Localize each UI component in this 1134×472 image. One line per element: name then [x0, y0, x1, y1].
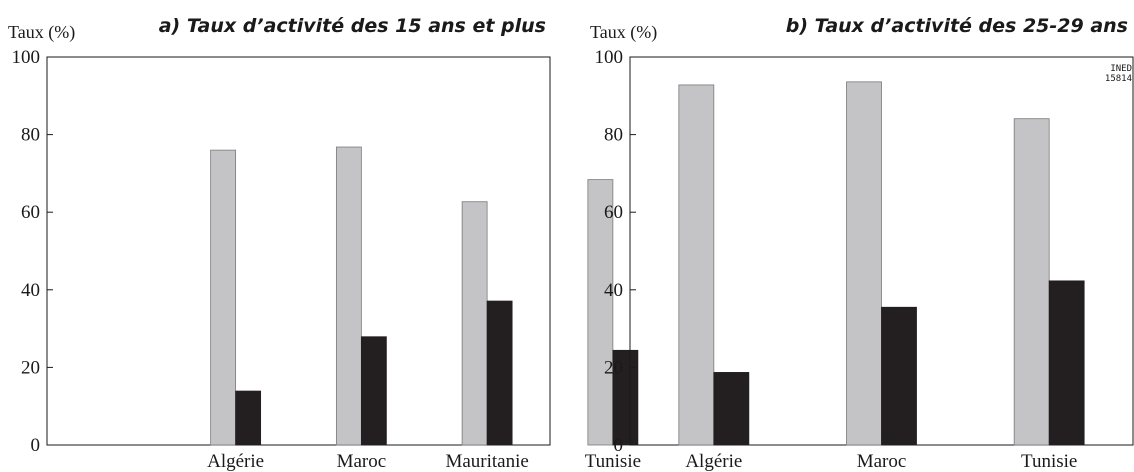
- category-label-a-1: Maroc: [337, 451, 387, 472]
- chart-panel-b: Taux (%) b) Taux d’activité des 25-29 an…: [590, 15, 1133, 472]
- y-tick-label-a-4: 80: [21, 125, 40, 146]
- bar-b-0-0: [679, 85, 714, 445]
- x-categories-a: Algérie Maroc Mauritanie Tunisie: [207, 451, 641, 472]
- bars-a: [211, 147, 638, 445]
- bar-b-2-1: [1049, 281, 1084, 445]
- y-tick-label-a-5: 100: [12, 47, 41, 68]
- category-label-a-2: Mauritanie: [445, 451, 528, 472]
- bar-b-1-0: [847, 82, 882, 445]
- x-categories-b: Algérie Maroc Tunisie: [685, 451, 1077, 472]
- y-tick-label-b-2: 40: [604, 280, 623, 301]
- category-label-a-0: Algérie: [207, 451, 264, 472]
- category-label-b-0: Algérie: [685, 451, 742, 472]
- bar-a-0-0: [211, 150, 236, 445]
- bar-a-2-0: [462, 202, 487, 445]
- bars-b: [679, 82, 1084, 445]
- y-tick-label-b-5: 100: [595, 47, 624, 68]
- category-label-b-1: Maroc: [857, 451, 907, 472]
- y-tick-label-b-1: 20: [604, 357, 623, 378]
- y-tick-label-b-3: 60: [604, 202, 623, 223]
- corner-note-b-1: 15814: [1105, 74, 1132, 84]
- y-tick-label-b-0: 0: [614, 435, 624, 456]
- bar-b-2-0: [1014, 119, 1049, 445]
- bar-b-0-1: [714, 372, 749, 445]
- bar-a-2-1: [487, 301, 512, 445]
- bar-a-1-0: [336, 147, 361, 445]
- category-label-b-2: Tunisie: [1021, 451, 1077, 472]
- chart-title-a: a) Taux d’activité des 15 ans et plus: [159, 15, 546, 37]
- y-tick-label-a-0: 0: [31, 435, 41, 456]
- corner-note-b-0: INED: [1110, 64, 1132, 74]
- bar-a-1-1: [361, 337, 386, 445]
- bar-a-0-1: [236, 391, 261, 445]
- y-axis-label-b: Taux (%): [590, 22, 657, 43]
- y-tick-label-a-2: 40: [21, 280, 40, 301]
- chart-title-b: b) Taux d’activité des 25-29 ans: [786, 15, 1128, 37]
- chart-panel-a: Taux (%) a) Taux d’activité des 15 ans e…: [8, 15, 641, 472]
- bar-b-1-1: [882, 307, 917, 445]
- y-tick-label-a-1: 20: [21, 357, 40, 378]
- y-tick-label-a-3: 60: [21, 202, 40, 223]
- y-tick-label-b-4: 80: [604, 125, 623, 146]
- y-axis-label-a: Taux (%): [8, 22, 75, 43]
